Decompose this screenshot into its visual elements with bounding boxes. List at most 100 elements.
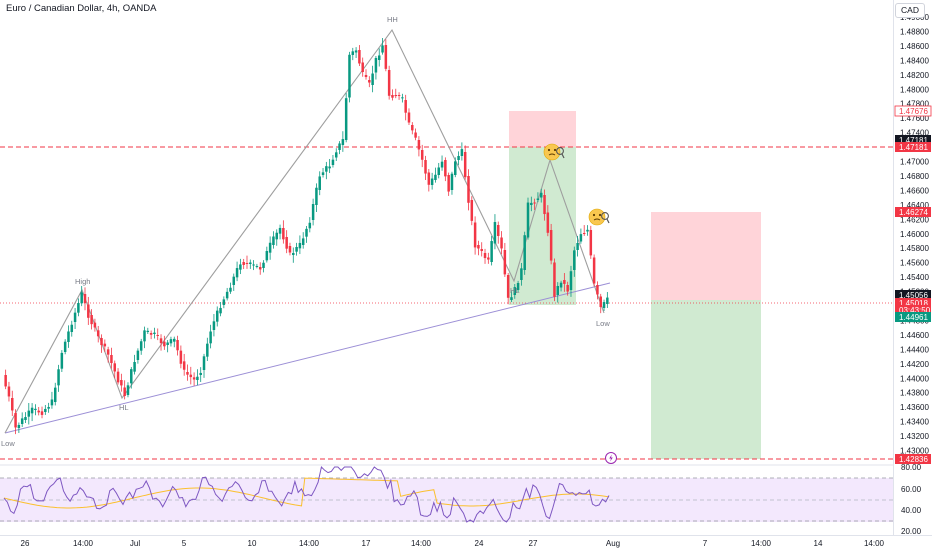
candle-body xyxy=(592,257,596,284)
candle-body xyxy=(569,271,573,290)
rsi-axis[interactable]: 80.00 60.00 40.00 20.00 xyxy=(901,463,922,536)
price-axis-label: 1.47600 xyxy=(900,114,929,123)
time-axis-label: 10 xyxy=(248,539,257,548)
candle-body xyxy=(513,287,517,295)
candle-body xyxy=(34,408,37,410)
candle-body xyxy=(166,342,169,345)
price-tag xyxy=(895,142,931,152)
time-axis-label: 24 xyxy=(475,539,484,548)
candle-body xyxy=(196,376,199,380)
candle-body xyxy=(463,152,467,178)
position-target-zone-2[interactable] xyxy=(651,300,761,459)
candle-body xyxy=(288,246,292,253)
price-axis-label: 1.48200 xyxy=(900,71,929,80)
price-axis-label: 1.44600 xyxy=(900,331,929,340)
thinking-face-icon[interactable] xyxy=(543,143,565,161)
candle-body xyxy=(543,195,546,215)
time-axis-label: 7 xyxy=(703,539,708,548)
candle-body xyxy=(110,355,113,364)
candle-body xyxy=(229,287,232,292)
candle-body xyxy=(7,386,11,397)
time-axis[interactable]: 26 14:00 Jul 5 10 14:00 17 14:00 24 27 Aug 7 14:00 14… xyxy=(21,539,885,548)
candle-body xyxy=(420,150,424,160)
candle-body xyxy=(361,62,364,73)
time-axis-label: 26 xyxy=(21,539,30,548)
position-stop-zone-1[interactable] xyxy=(509,111,576,147)
candle-body xyxy=(103,343,107,347)
thinking-face-icon[interactable] xyxy=(588,208,610,226)
symbol-title[interactable]: Euro / Canadian Dollar, 4h, OANDA xyxy=(6,3,157,14)
candle-body xyxy=(83,294,87,304)
candle-body xyxy=(473,222,477,248)
pattern-label-high: High xyxy=(75,277,90,286)
candle-body xyxy=(100,338,103,346)
position-stop-zone-2[interactable] xyxy=(651,212,761,300)
candle-body xyxy=(219,307,222,314)
candle-body xyxy=(272,236,275,245)
candle-body xyxy=(44,408,47,412)
candle-body xyxy=(596,285,599,295)
candle-body xyxy=(186,372,189,375)
lightning-icon[interactable] xyxy=(605,452,617,464)
candle-body xyxy=(262,262,265,268)
candle-body xyxy=(209,331,212,344)
candle-body xyxy=(328,166,331,169)
time-axis-label: 14:00 xyxy=(299,539,320,548)
candle-body xyxy=(4,375,7,387)
candle-body xyxy=(258,267,262,270)
position-target-zone-1[interactable] xyxy=(509,147,576,305)
candle-body xyxy=(490,241,493,262)
candle-body xyxy=(549,230,553,261)
candle-body xyxy=(182,361,186,370)
candle-body xyxy=(73,312,77,322)
candle-body xyxy=(487,257,490,260)
price-axis-label: 1.48400 xyxy=(900,56,929,65)
candle-body xyxy=(427,172,431,185)
candle-body xyxy=(454,161,457,175)
candle-body xyxy=(351,51,355,55)
candle-body xyxy=(136,350,140,360)
candle-body xyxy=(536,198,540,200)
currency-button[interactable]: CAD xyxy=(895,3,925,18)
candle-body xyxy=(368,80,371,83)
candle-body xyxy=(245,263,249,264)
candle-body xyxy=(249,262,252,264)
price-tag-label: 1.45056 xyxy=(899,291,928,300)
price-axis-label: 1.46600 xyxy=(900,186,929,195)
candle-body xyxy=(252,264,255,266)
candle-body xyxy=(202,356,206,370)
price-axis[interactable]: 1.490001.488001.486001.484001.482001.480… xyxy=(900,13,929,456)
candle-body xyxy=(364,75,368,78)
ascending-trendline[interactable] xyxy=(4,282,611,434)
candle-body xyxy=(60,352,64,369)
price-axis-label: 1.43000 xyxy=(900,447,929,456)
time-axis-label: 14:00 xyxy=(751,539,772,548)
rsi-axis-label: 40.00 xyxy=(901,506,922,515)
candle-body xyxy=(242,262,245,265)
candle-body xyxy=(582,233,586,234)
price-axis-label: 1.48600 xyxy=(900,42,929,51)
candle-body xyxy=(156,335,159,336)
candle-body xyxy=(17,424,21,428)
candle-body xyxy=(106,349,110,355)
candle-body xyxy=(90,315,93,325)
candle-body xyxy=(325,166,328,172)
candle-body xyxy=(77,303,80,313)
rsi-axis-label: 20.00 xyxy=(901,527,922,536)
candle-body xyxy=(275,232,278,240)
price-tag-label: 1.44961 xyxy=(899,313,928,322)
price-tag-label: 1.47676 xyxy=(899,107,928,116)
price-axis-label: 1.47400 xyxy=(900,129,929,138)
candle-body xyxy=(225,291,229,299)
time-axis-label: 14:00 xyxy=(864,539,885,548)
candle-body xyxy=(523,235,526,270)
candle-body xyxy=(411,125,414,131)
candle-body xyxy=(268,242,272,253)
candle-body xyxy=(450,173,454,190)
candle-body xyxy=(57,369,60,386)
candle-body xyxy=(387,70,391,96)
time-axis-label: 14:00 xyxy=(411,539,432,548)
time-axis-label: 5 xyxy=(182,539,187,548)
